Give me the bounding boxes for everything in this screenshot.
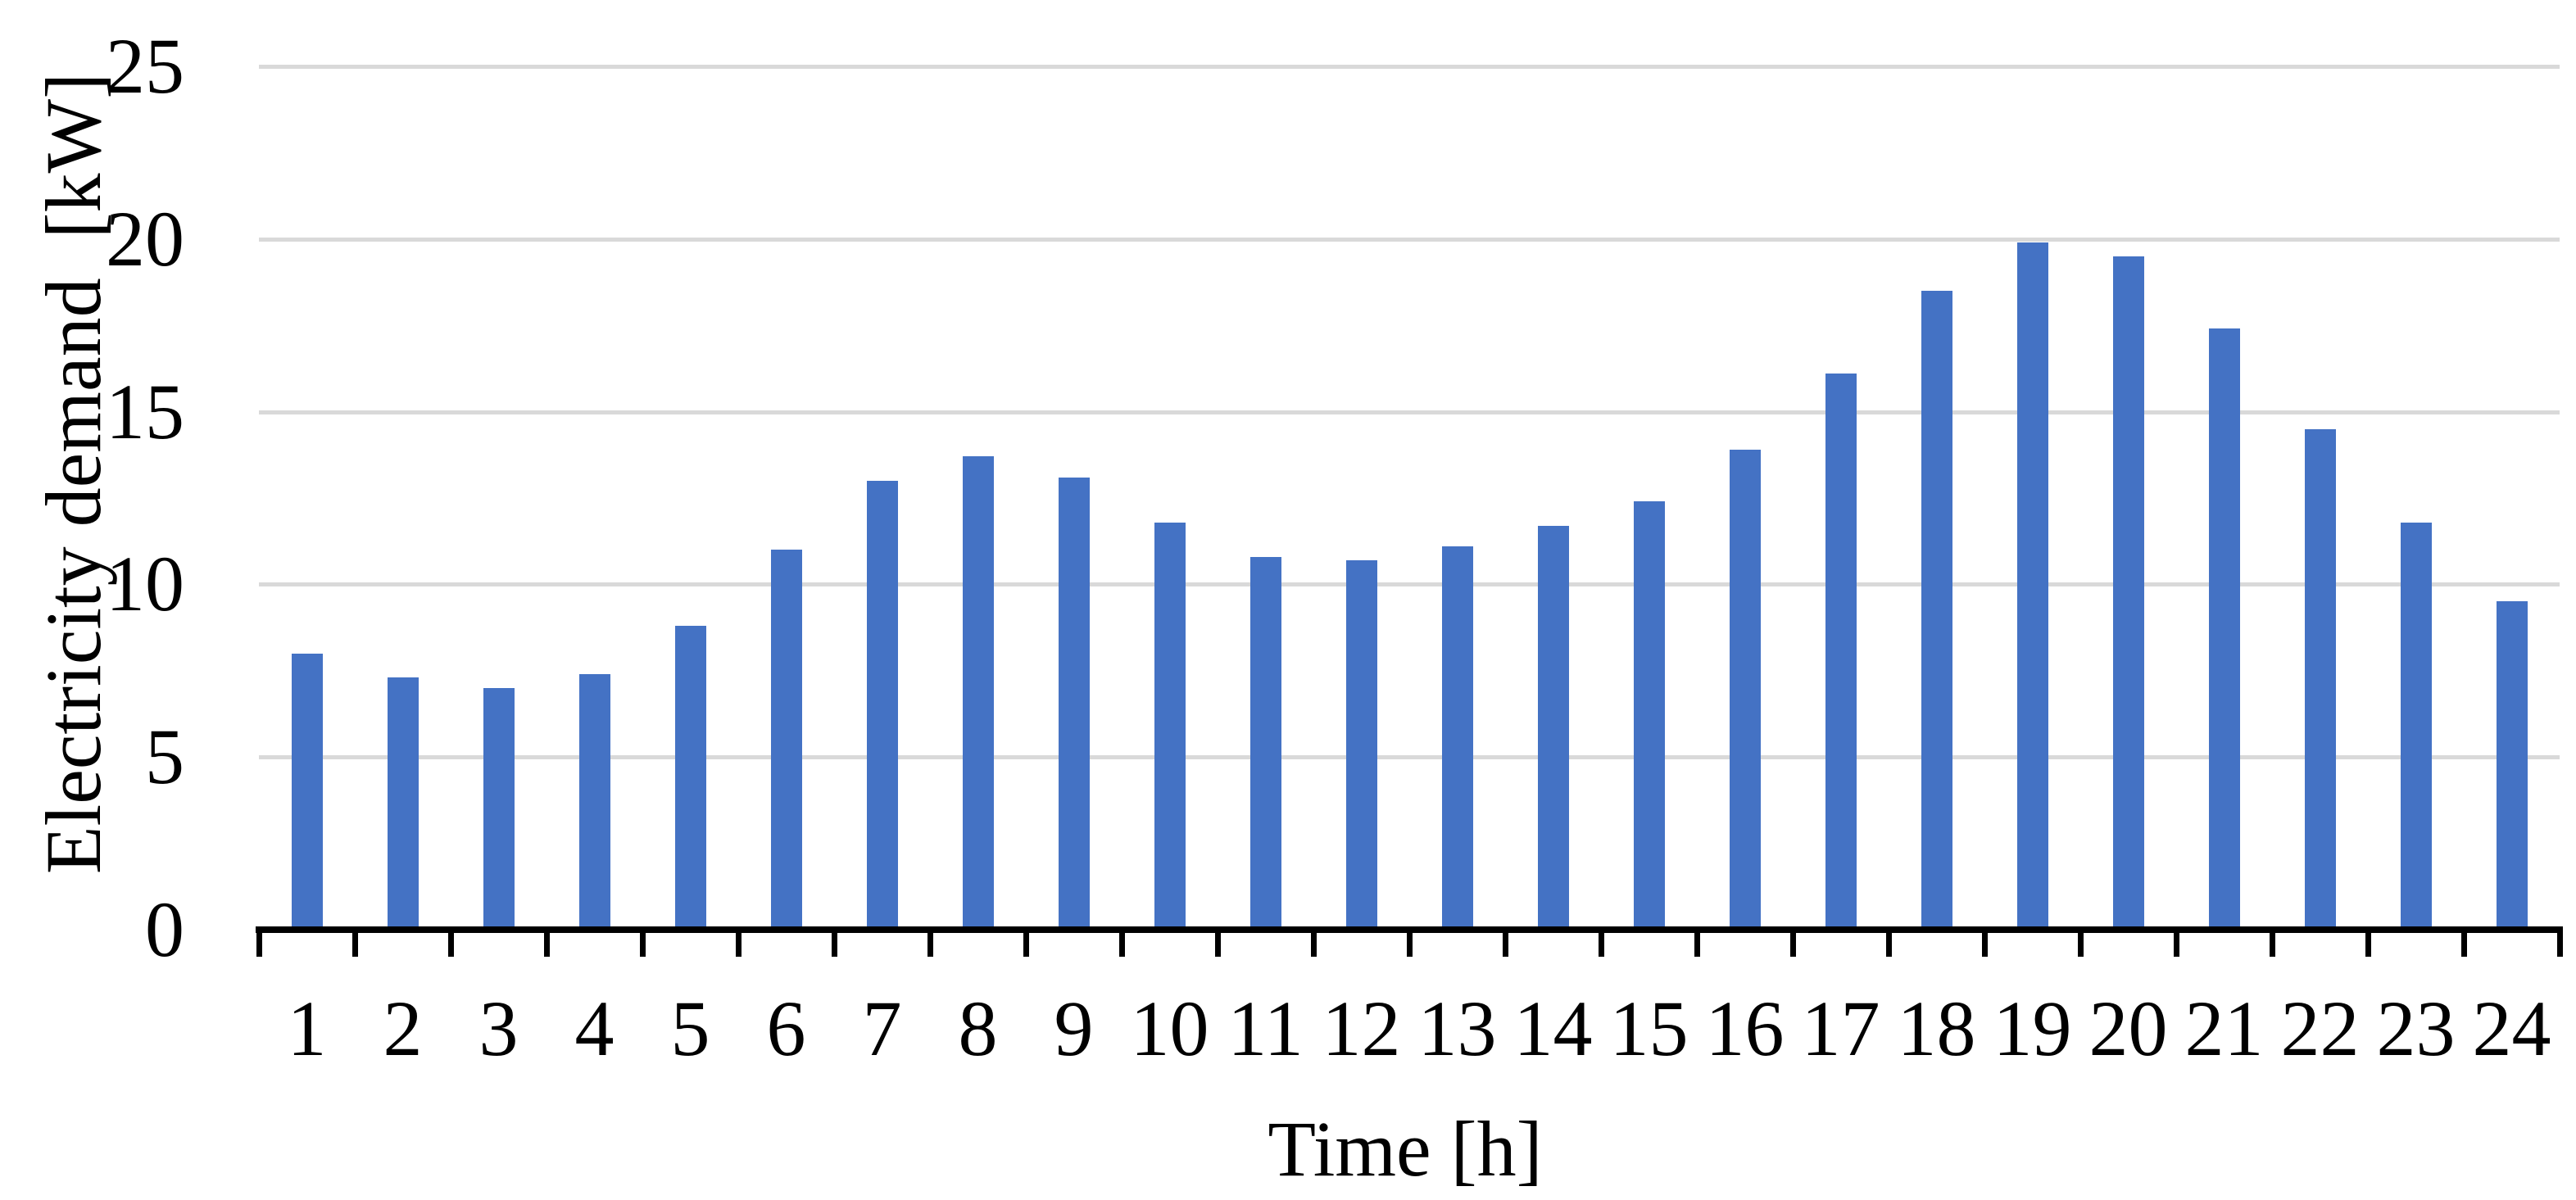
- bar-hour-12: [1346, 560, 1377, 930]
- x-axis-tick: [1790, 930, 1796, 957]
- bar-hour-6: [771, 550, 802, 930]
- x-tick-label-17: 17: [1801, 985, 1880, 1072]
- y-tick-label-20: 20: [106, 195, 184, 283]
- bar-hour-7: [867, 481, 898, 930]
- x-tick-label-2: 2: [383, 985, 423, 1072]
- bar-hour-10: [1154, 523, 1186, 930]
- x-axis-tick: [2557, 930, 2563, 957]
- x-axis-tick: [448, 930, 454, 957]
- bar-hour-17: [1825, 374, 1857, 930]
- y-tick-label-0: 0: [145, 885, 184, 973]
- bar-hour-16: [1730, 450, 1761, 930]
- x-tick-label-9: 9: [1054, 985, 1094, 1072]
- x-tick-label-19: 19: [1993, 985, 2072, 1072]
- x-tick-label-3: 3: [478, 985, 519, 1072]
- x-tick-label-5: 5: [670, 985, 710, 1072]
- bar-hour-23: [2401, 523, 2432, 930]
- x-tick-label-4: 4: [574, 985, 615, 1072]
- bar-hour-2: [388, 677, 419, 930]
- x-axis-tick: [1503, 930, 1508, 957]
- bar-hour-9: [1059, 478, 1090, 930]
- bar-hour-8: [963, 456, 994, 930]
- x-axis-tick: [640, 930, 646, 957]
- x-tick-label-18: 18: [1897, 985, 1976, 1072]
- x-tick-label-12: 12: [1322, 985, 1401, 1072]
- x-axis-tick: [1311, 930, 1317, 957]
- x-axis-tick: [2365, 930, 2371, 957]
- bar-hour-3: [483, 688, 515, 930]
- bar-hour-4: [579, 674, 610, 930]
- x-tick-label-8: 8: [958, 985, 998, 1072]
- x-axis-tick: [352, 930, 358, 957]
- x-tick-label-23: 23: [2376, 985, 2456, 1072]
- x-tick-label-13: 13: [1417, 985, 1497, 1072]
- y-tick-label-15: 15: [106, 368, 184, 455]
- x-axis-tick: [1119, 930, 1125, 957]
- x-tick-label-15: 15: [1609, 985, 1689, 1072]
- bar-hour-13: [1442, 546, 1473, 930]
- bar-hour-1: [292, 654, 323, 930]
- bar-hour-21: [2209, 328, 2240, 930]
- y-tick-label-5: 5: [145, 713, 184, 800]
- bar-hour-14: [1538, 526, 1569, 930]
- gridline-y-10: [259, 582, 2560, 587]
- x-tick-label-20: 20: [2088, 985, 2168, 1072]
- x-tick-label-24: 24: [2472, 985, 2551, 1072]
- x-tick-label-21: 21: [2184, 985, 2264, 1072]
- x-axis-tick: [927, 930, 933, 957]
- x-axis-tick: [2461, 930, 2467, 957]
- x-tick-label-6: 6: [766, 985, 806, 1072]
- gridline-y-25: [259, 65, 2560, 69]
- x-axis-tick: [2078, 930, 2084, 957]
- x-tick-label-14: 14: [1513, 985, 1593, 1072]
- x-tick-label-10: 10: [1130, 985, 1209, 1072]
- x-axis-tick: [1982, 930, 1988, 957]
- x-axis-tick: [256, 930, 262, 957]
- bar-hour-18: [1921, 291, 1952, 930]
- x-axis-tick: [832, 930, 837, 957]
- bar-hour-11: [1250, 557, 1281, 930]
- bar-hour-22: [2305, 429, 2336, 930]
- x-axis-tick: [1886, 930, 1892, 957]
- x-axis-tick: [736, 930, 742, 957]
- x-axis-tick: [1215, 930, 1221, 957]
- bar-hour-20: [2113, 256, 2144, 930]
- x-axis-tick: [1694, 930, 1700, 957]
- x-axis-tick: [1599, 930, 1604, 957]
- y-tick-label-10: 10: [106, 540, 184, 627]
- x-tick-label-22: 22: [2280, 985, 2360, 1072]
- x-tick-label-11: 11: [1227, 985, 1304, 1072]
- x-axis-tick: [2270, 930, 2275, 957]
- x-axis-tick: [544, 930, 550, 957]
- plot-area: [259, 65, 2560, 930]
- bar-hour-5: [675, 626, 706, 930]
- gridline-y-15: [259, 410, 2560, 414]
- gridline-y-20: [259, 237, 2560, 242]
- x-axis-tick: [2174, 930, 2179, 957]
- gridline-y-5: [259, 755, 2560, 760]
- bar-hour-19: [2017, 242, 2048, 930]
- x-tick-label-16: 16: [1705, 985, 1785, 1072]
- bar-hour-15: [1634, 501, 1665, 930]
- x-tick-label-7: 7: [862, 985, 902, 1072]
- x-axis-tick: [1023, 930, 1029, 957]
- x-axis-tick: [1407, 930, 1413, 957]
- bar-hour-24: [2497, 601, 2528, 930]
- y-tick-label-25: 25: [106, 22, 184, 110]
- x-axis-title: Time [h]: [1268, 1105, 1543, 1193]
- x-tick-label-1: 1: [287, 985, 327, 1072]
